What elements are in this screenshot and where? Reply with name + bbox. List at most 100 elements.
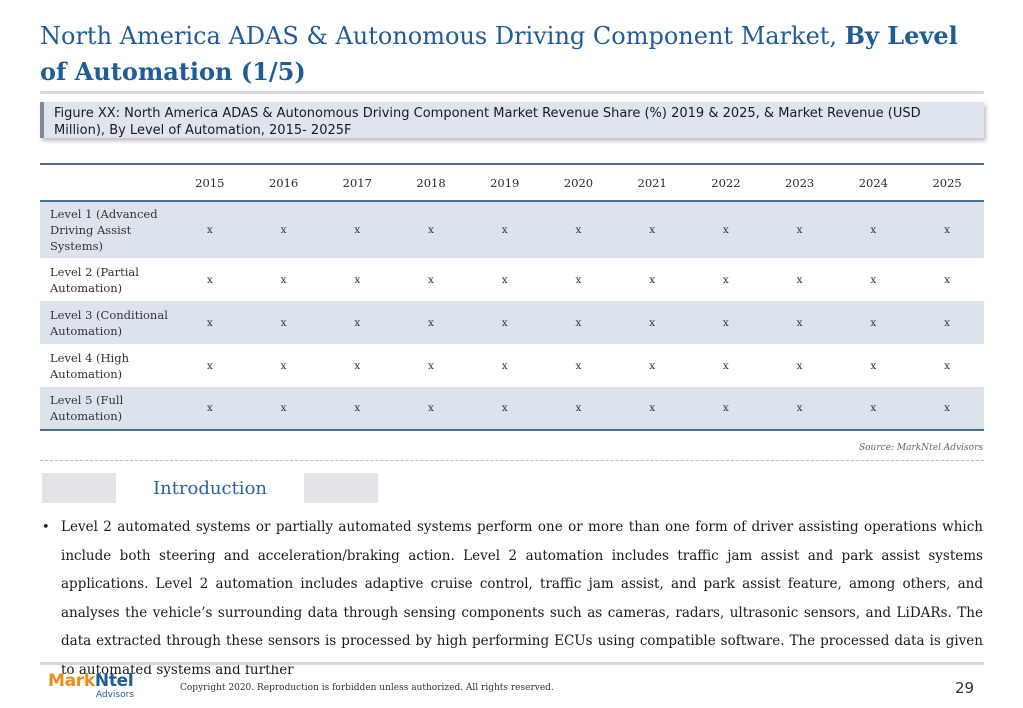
table-row: Level 5 (Full Automation) x x x x x x x x x x x xyxy=(40,387,984,430)
table-row: Level 3 (Conditional Automation) x x x x x x x x… xyxy=(40,301,984,344)
company-logo: MarkNtel Advisors xyxy=(48,672,138,702)
table-cell: x xyxy=(354,359,361,372)
figure-caption: Figure XX: North America ADAS & Autonomo… xyxy=(40,102,984,138)
table-cell: x xyxy=(501,316,508,329)
market-table: 2015 2016 2017 2018 2019 2020 2021 2022 2023 2024… xyxy=(40,163,984,431)
logo-ntel-text: Ntel xyxy=(94,671,134,691)
table-cell: x xyxy=(944,316,951,329)
table-cell: x xyxy=(870,402,877,414)
table-cell: x xyxy=(354,316,361,329)
table-cell: x xyxy=(649,224,656,236)
table-cell: x xyxy=(575,359,582,372)
table-cell: x xyxy=(280,273,287,286)
year-header: 2024 xyxy=(836,163,911,202)
year-header: 2017 xyxy=(320,163,395,202)
table-header-row: 2015 2016 2017 2018 2019 2020 2021 2022 2023 2024… xyxy=(40,163,984,202)
table-cell: x xyxy=(649,402,656,414)
table-cell: x xyxy=(280,402,287,414)
bullet-marker: • xyxy=(42,520,50,535)
table-cell: x xyxy=(944,224,951,236)
logo-wordmark: MarkNtel xyxy=(48,672,138,690)
table-cell: x xyxy=(428,273,434,286)
year-header: 2021 xyxy=(615,163,690,202)
year-header: 2019 xyxy=(467,163,542,202)
table-corner-cell xyxy=(40,163,173,202)
row-label: Level 5 (Full Automation) xyxy=(50,393,124,423)
table-cell: x xyxy=(206,402,213,414)
table-cell: x xyxy=(796,402,803,414)
table-cell: x xyxy=(649,359,656,372)
table-cell: x xyxy=(722,402,729,414)
table-cell: x xyxy=(280,359,287,372)
year-header: 2020 xyxy=(541,163,616,202)
table-cell: x xyxy=(206,273,213,286)
logo-subtitle: Advisors xyxy=(95,690,134,700)
table-cell: x xyxy=(501,273,508,286)
table-body: Level 1 (Advanced Driving Assist Systems… xyxy=(40,201,984,430)
row-label: Level 2 (Partial Automation) xyxy=(50,264,139,295)
table-cell: x xyxy=(944,359,951,372)
copyright-notice: Copyright 2020. Reproduction is forbidde… xyxy=(180,683,554,693)
table-cell: x xyxy=(206,224,213,236)
section-divider xyxy=(40,460,984,461)
page-title-emphasis: By Level of Automation (1/5) xyxy=(40,21,958,86)
table-cell: x xyxy=(354,402,361,414)
table-cell: x xyxy=(280,316,287,329)
logo-mark-text: Mark xyxy=(48,671,95,691)
year-header: 2018 xyxy=(394,163,468,202)
title-divider xyxy=(40,91,984,94)
table-cell: x xyxy=(206,359,213,372)
table-row: Level 1 (Advanced Driving Assist Systems… xyxy=(40,201,984,258)
table-cell: x xyxy=(870,316,877,329)
table-cell: x xyxy=(501,402,508,414)
table-cell: x xyxy=(944,402,951,414)
table-cell: x xyxy=(796,224,803,236)
table-cell: x xyxy=(428,316,434,329)
page-title-main: North America ADAS & Autonomous Driving … xyxy=(40,22,845,50)
table-cell: x xyxy=(428,359,434,372)
row-label: Level 1 (Advanced Driving Assist Systems… xyxy=(50,207,158,253)
table-cell: x xyxy=(354,273,361,286)
table-cell: x xyxy=(649,316,656,329)
year-header: 2023 xyxy=(762,163,837,202)
table-cell: x xyxy=(722,359,729,372)
year-header: 2016 xyxy=(246,163,321,202)
row-label: Level 3 (Conditional Automation) xyxy=(50,307,168,338)
intro-decoration-right xyxy=(304,473,378,503)
table-cell: x xyxy=(796,359,803,372)
page-title: North America ADAS & Autonomous Driving … xyxy=(40,18,985,90)
table-cell: x xyxy=(722,224,729,236)
table-cell: x xyxy=(575,273,582,286)
table-cell: x xyxy=(575,316,582,329)
intro-paragraph: Level 2 automated systems or partially a… xyxy=(61,519,983,678)
source-note: Source: MarkNtel Advisors xyxy=(858,443,983,453)
table-cell: x xyxy=(354,224,361,236)
year-header: 2022 xyxy=(689,163,763,202)
footer-divider xyxy=(40,662,984,665)
table-cell: x xyxy=(870,224,877,236)
table-cell: x xyxy=(280,224,287,236)
table-cell: x xyxy=(501,359,508,372)
data-table: 2015 2016 2017 2018 2019 2020 2021 2022 2023 2024… xyxy=(40,163,984,431)
intro-heading: Introduction xyxy=(153,478,267,499)
table-cell: x xyxy=(796,273,803,286)
table-cell: x xyxy=(575,224,582,236)
table-cell: x xyxy=(428,224,434,236)
table-cell: x xyxy=(944,273,951,286)
table-cell: x xyxy=(870,273,877,286)
table-row: Level 2 (Partial Automation) x x x x x x x x x x x xyxy=(40,258,984,301)
page-number: 29 xyxy=(955,679,975,697)
table-cell: x xyxy=(796,316,803,329)
table-cell: x xyxy=(206,316,213,329)
table-cell: x xyxy=(722,316,729,329)
row-label: Level 4 (High Automation) xyxy=(50,350,130,381)
table-cell: x xyxy=(575,402,582,414)
table-cell: x xyxy=(722,273,729,286)
table-cell: x xyxy=(501,224,508,236)
intro-decoration-left xyxy=(42,473,116,503)
table-cell: x xyxy=(428,402,434,414)
table-cell: x xyxy=(870,359,877,372)
table-cell: x xyxy=(649,273,656,286)
table-row: Level 4 (High Automation) x x x x x x x x x x x xyxy=(40,344,984,387)
year-header: 2025 xyxy=(910,163,984,202)
